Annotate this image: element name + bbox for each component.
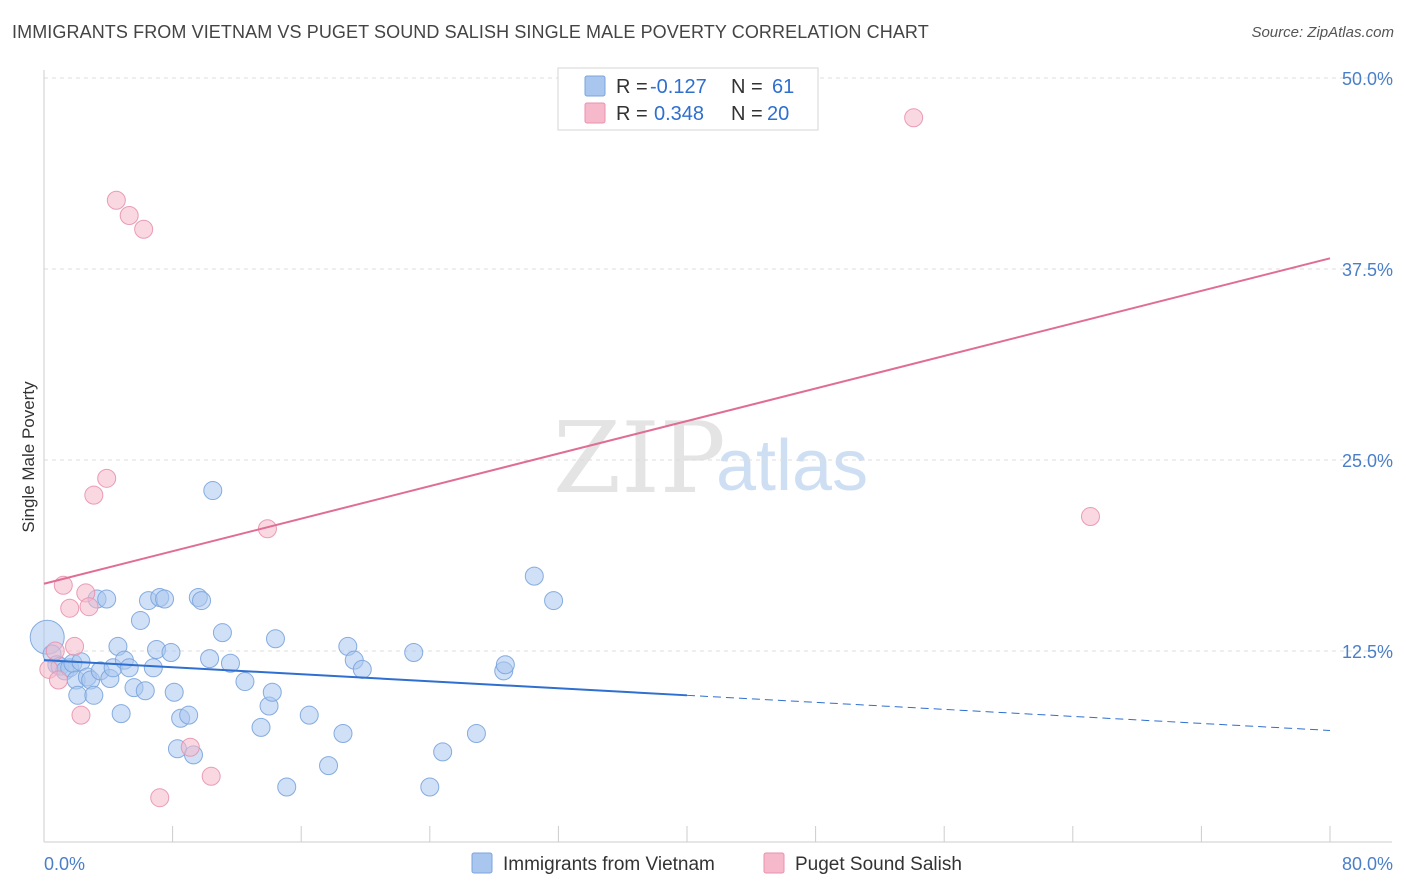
trend-lines bbox=[43, 257, 1331, 731]
y-tick-labels: 12.5% 25.0% 37.5% 50.0% bbox=[1342, 69, 1393, 662]
data-point bbox=[420, 777, 440, 797]
data-point bbox=[319, 756, 339, 776]
data-point bbox=[119, 658, 139, 678]
watermark-atlas: atlas bbox=[716, 426, 868, 506]
y-tick-label: 25.0% bbox=[1342, 451, 1393, 471]
legend-swatch-blue bbox=[584, 75, 606, 97]
data-point bbox=[119, 206, 139, 226]
data-point bbox=[495, 655, 515, 675]
series-legend: Immigrants from Vietnam Puget Sound Sali… bbox=[471, 852, 962, 875]
grid-lines bbox=[44, 77, 1392, 652]
trend-line-salish bbox=[43, 257, 1331, 585]
y-tick-label: 12.5% bbox=[1342, 642, 1393, 662]
x-tick-label-min: 0.0% bbox=[44, 854, 85, 874]
bottom-legend-label-salish: Puget Sound Salish bbox=[795, 854, 962, 875]
data-point bbox=[97, 589, 117, 609]
bottom-legend-swatch-pink bbox=[763, 852, 785, 874]
data-point bbox=[134, 219, 154, 239]
data-point bbox=[179, 705, 199, 725]
x-tick-label-max: 80.0% bbox=[1342, 854, 1393, 874]
data-point bbox=[130, 610, 150, 630]
bottom-legend-swatch-blue bbox=[471, 852, 493, 874]
data-point bbox=[48, 670, 68, 690]
data-point bbox=[71, 705, 91, 725]
data-point bbox=[524, 566, 544, 586]
data-point bbox=[200, 649, 220, 669]
data-point bbox=[203, 481, 223, 501]
series-vietnam-points bbox=[29, 481, 564, 797]
watermark-zip: ZIP bbox=[553, 402, 726, 516]
bottom-legend-label-vietnam: Immigrants from Vietnam bbox=[503, 854, 715, 875]
data-point bbox=[220, 653, 240, 673]
data-point bbox=[161, 643, 181, 663]
source-credit: Source: ZipAtlas.com bbox=[1251, 24, 1394, 41]
data-point bbox=[192, 591, 212, 611]
data-point bbox=[143, 658, 163, 678]
legend-n-value-1: 61 bbox=[772, 76, 794, 98]
legend-r-value-1: -0.127 bbox=[650, 76, 707, 98]
data-point bbox=[544, 591, 564, 611]
data-point bbox=[262, 682, 282, 702]
data-point bbox=[466, 724, 486, 744]
legend-r-label-2: R = bbox=[616, 103, 648, 125]
data-point bbox=[265, 629, 285, 649]
data-point bbox=[404, 643, 424, 663]
data-point bbox=[235, 672, 255, 692]
data-point bbox=[904, 108, 924, 128]
x-ticks bbox=[172, 826, 1331, 842]
data-point bbox=[135, 681, 155, 701]
data-point bbox=[201, 766, 221, 786]
data-point bbox=[60, 598, 80, 618]
axes bbox=[43, 70, 1392, 843]
legend-n-value-2: 20 bbox=[767, 103, 789, 125]
trend-line-vietnam bbox=[43, 659, 688, 697]
y-axis-label: Single Male Poverty bbox=[19, 381, 38, 533]
data-point bbox=[84, 685, 104, 705]
data-point bbox=[45, 641, 65, 661]
legend-n-label-2: N = bbox=[731, 103, 763, 125]
data-point bbox=[277, 777, 297, 797]
series-salish-points bbox=[39, 108, 1100, 808]
data-point bbox=[97, 468, 117, 488]
data-point bbox=[150, 788, 170, 808]
data-point bbox=[251, 717, 271, 737]
data-point bbox=[1080, 507, 1100, 527]
stats-legend: R = -0.127 N = 61 R = 0.348 N = 20 bbox=[557, 67, 819, 131]
data-point bbox=[79, 597, 99, 617]
data-point bbox=[333, 724, 353, 744]
data-point bbox=[155, 589, 175, 609]
data-point bbox=[164, 682, 184, 702]
y-tick-label: 50.0% bbox=[1342, 69, 1393, 89]
chart-title: IMMIGRANTS FROM VIETNAM VS PUGET SOUND S… bbox=[12, 22, 929, 42]
data-point bbox=[180, 737, 200, 757]
legend-r-label-1: R = bbox=[616, 76, 648, 98]
data-point bbox=[433, 742, 453, 762]
data-point bbox=[68, 685, 88, 705]
data-point bbox=[352, 659, 372, 679]
legend-n-label-1: N = bbox=[731, 76, 763, 98]
data-point bbox=[299, 705, 319, 725]
legend-swatch-pink bbox=[584, 102, 606, 124]
data-point bbox=[212, 623, 232, 643]
y-tick-label: 37.5% bbox=[1342, 260, 1393, 280]
data-point bbox=[111, 704, 131, 724]
data-point bbox=[106, 190, 126, 210]
data-point bbox=[84, 485, 104, 505]
trend-line-vietnam-extension bbox=[686, 694, 1331, 731]
legend-r-value-2: 0.348 bbox=[654, 103, 704, 125]
data-point bbox=[65, 636, 85, 656]
